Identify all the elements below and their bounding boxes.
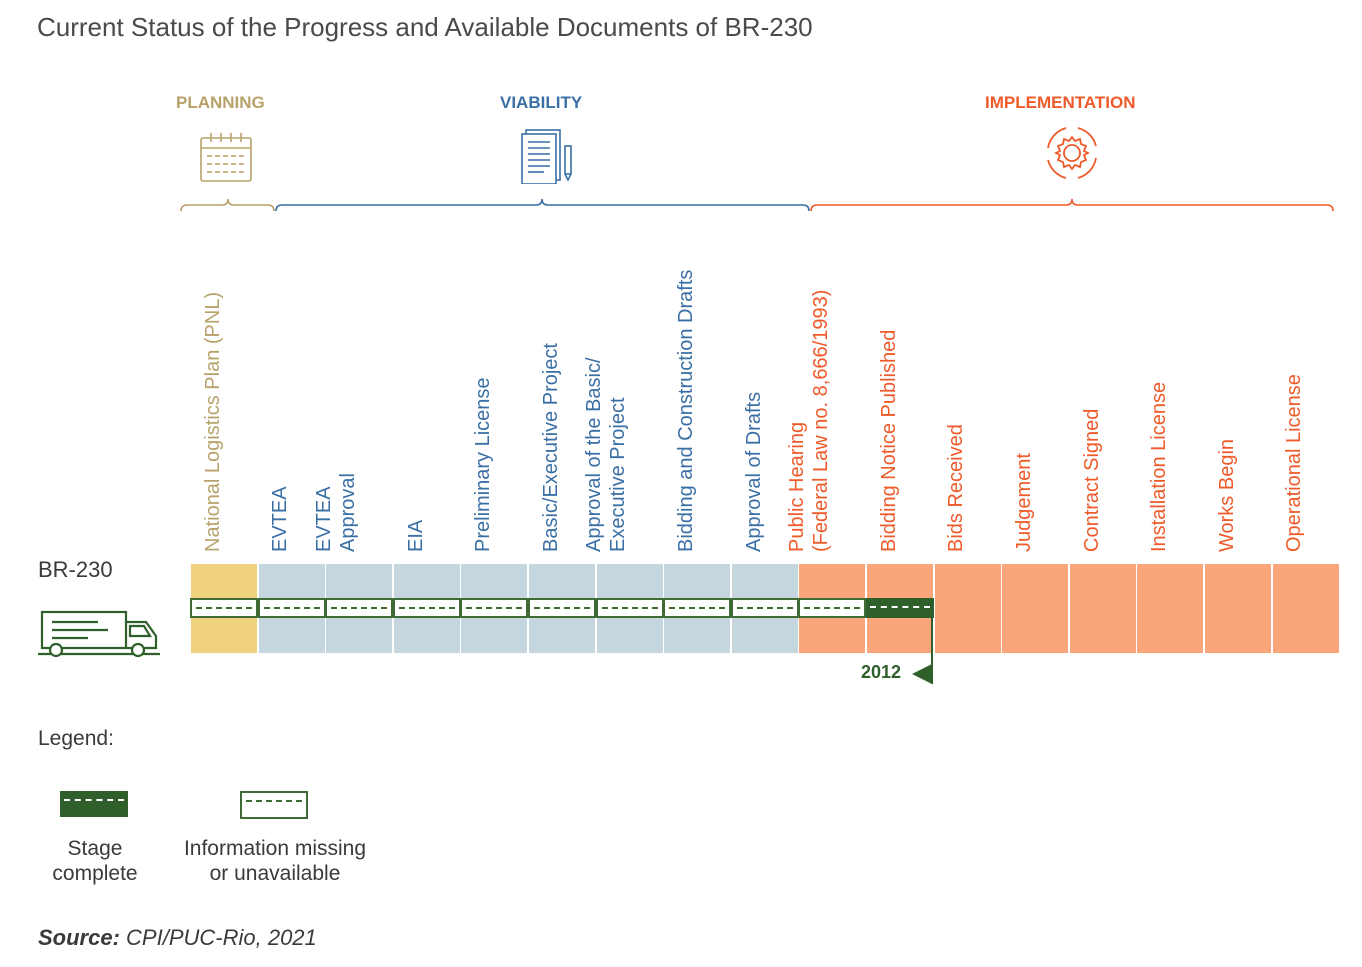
stage-label-line: Approval of Drafts <box>742 391 765 552</box>
stage-cell <box>1002 564 1071 653</box>
gear-cycle-icon <box>1047 127 1097 179</box>
stage-label-line: Executive Project <box>607 397 630 552</box>
stage-label-line: Bidding Notice Published <box>877 329 900 552</box>
stage-label: Installation License <box>1147 172 1171 552</box>
stage-label: Preliminary License <box>471 172 495 552</box>
stage-label: Approval of the Basic/Executive Project <box>582 172 630 552</box>
stage-label-line: Judgement <box>1013 453 1035 552</box>
year-marker-label: 2012 <box>861 662 902 682</box>
stage-missing-bar <box>595 598 664 618</box>
stage-missing-bar <box>392 598 461 618</box>
stage-label-line: National Logistics Plan (PNL) <box>201 291 224 552</box>
stage-missing-bar <box>190 598 258 618</box>
stage-label: Bidding and Construction Drafts <box>674 172 698 552</box>
planning-bracket <box>180 198 275 212</box>
stage-cell <box>1272 564 1341 653</box>
legend-complete-text: Stage complete <box>52 837 138 885</box>
stage-label-line: Bidding and Construction Drafts <box>675 269 697 552</box>
stage-label: Basic/Executive Project <box>539 172 563 552</box>
stage-label-line: Contract Signed <box>1080 408 1103 552</box>
stage-label: EIA <box>404 172 428 552</box>
stage-label: National Logistics Plan (PNL) <box>201 172 225 552</box>
document-pen-icon <box>521 129 572 184</box>
route-name: BR-230 <box>38 557 113 582</box>
source-label: Source: <box>38 925 120 950</box>
viability-bracket <box>275 198 810 212</box>
stage-cell <box>1137 564 1206 653</box>
stage-missing-bar <box>257 598 326 618</box>
phase-implementation-label: IMPLEMENTATION <box>985 93 1136 112</box>
stage-missing-bar <box>325 598 394 618</box>
stage-label: Works Begin <box>1215 172 1239 552</box>
stage-label: Contract Signed <box>1080 172 1104 552</box>
source-text: CPI/PUC-Rio, 2021 <box>119 925 317 950</box>
legend-title: Legend: <box>38 727 114 750</box>
legend-missing-swatch <box>240 791 308 819</box>
stage-label: Approval of Drafts <box>742 172 766 552</box>
stage-label-line: EVTEA <box>269 486 292 552</box>
stage-label-line: EVTEA <box>313 486 335 552</box>
phase-brackets <box>180 198 1334 212</box>
stage-label: Operational License <box>1282 172 1306 552</box>
truck-icon <box>38 610 160 658</box>
stage-label-line: (Federal Law no. 8,666/1993) <box>810 289 833 552</box>
stage-label: Public Hearing (Federal Law no. 8,666/199… <box>785 172 833 552</box>
stage-label: EVTEA <box>268 172 292 552</box>
stage-label-line: Works Begin <box>1215 438 1238 552</box>
stage-label: Judgement <box>1012 172 1036 552</box>
stage-label-line: EIA <box>404 519 427 552</box>
calendar-icon <box>200 133 252 182</box>
stage-missing-bar <box>460 598 529 618</box>
stage-label-line: Basic/Executive Project <box>539 343 562 552</box>
legend-missing-text: Information missing or unavailable <box>183 837 367 885</box>
stage-label-line: Preliminary License <box>472 377 495 552</box>
stage-label-line: Public Hearing <box>786 421 809 552</box>
stage-cell <box>1069 564 1138 653</box>
stage-label-line: Approval of the Basic/ <box>583 357 606 552</box>
stage-complete-bar <box>866 598 934 618</box>
stage-label-line: Bids Received <box>945 424 968 552</box>
stage-missing-bar <box>730 598 799 618</box>
stage-label: Bidding Notice Published <box>877 172 901 552</box>
page-title: Current Status of the Progress and Avail… <box>37 12 813 42</box>
stage-cell <box>934 564 1003 653</box>
stage-label: Bids Received <box>944 172 968 552</box>
stage-missing-bar <box>663 598 732 618</box>
implementation-bracket <box>810 198 1334 212</box>
legend-complete-swatch <box>60 791 128 817</box>
source-note: Source: CPI/PUC-Rio, 2021 <box>38 925 317 951</box>
stage-label: EVTEA Approval <box>312 172 360 552</box>
phase-viability-label: VIABILITY <box>500 93 583 112</box>
year-marker-flag <box>912 612 933 684</box>
stage-cell <box>1205 564 1273 653</box>
phase-planning-label: PLANNING <box>176 93 265 112</box>
stage-missing-bar <box>798 598 867 618</box>
stage-label-line: Operational License <box>1283 374 1306 552</box>
stage-label-line: Approval <box>337 473 359 552</box>
stage-label-line: Installation License <box>1148 381 1171 552</box>
stage-missing-bar <box>528 598 596 618</box>
